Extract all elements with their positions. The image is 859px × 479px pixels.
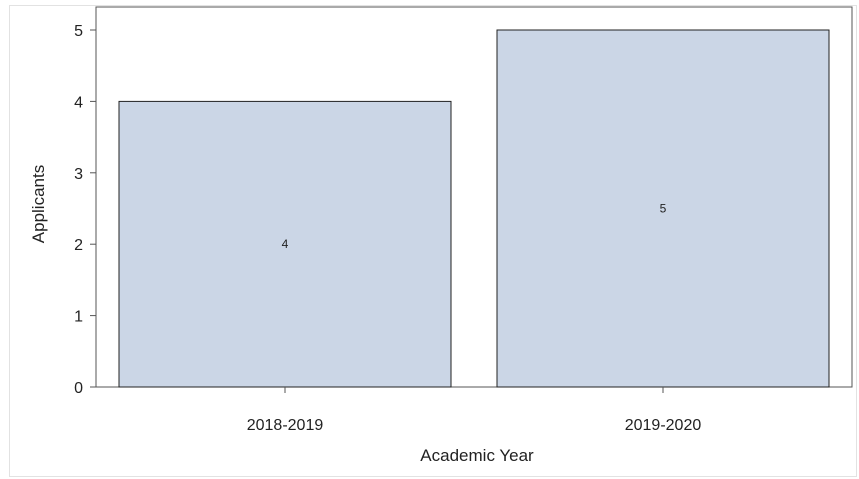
bar <box>496 29 830 388</box>
y-axis-ticks: 0 1 2 3 4 5 <box>74 23 96 397</box>
y-tick-label: 1 <box>74 309 83 326</box>
x-tick-label: 2019-2020 <box>625 417 702 434</box>
bar <box>118 100 452 388</box>
bar-data-label: 5 <box>660 202 667 216</box>
y-axis-label: Applicants <box>29 165 48 243</box>
bars: 45 <box>118 29 830 388</box>
y-tick-label: 2 <box>74 237 83 254</box>
x-axis-ticks: 2018-2019 2019-2020 <box>247 387 702 434</box>
y-tick-label: 3 <box>74 166 83 183</box>
x-tick-label: 2018-2019 <box>247 417 324 434</box>
bar-data-label: 4 <box>282 237 289 251</box>
x-axis-label: Academic Year <box>420 446 534 465</box>
y-tick-label: 0 <box>74 380 83 397</box>
y-tick-label: 4 <box>74 94 83 111</box>
y-tick-label: 5 <box>74 23 83 40</box>
